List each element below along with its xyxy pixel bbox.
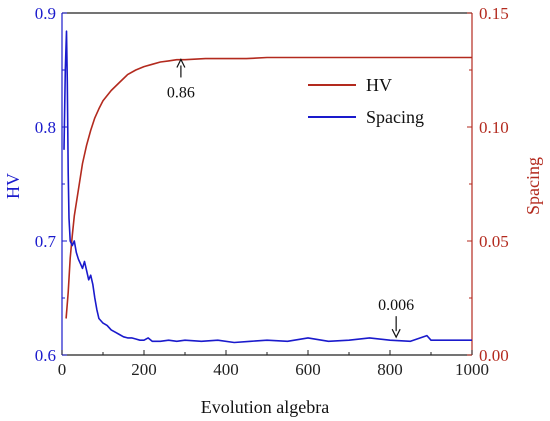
legend-hv-label: HV (366, 75, 392, 95)
x-tick-label: 800 (377, 360, 403, 379)
y-right-tick-label: 0.10 (479, 118, 509, 137)
x-tick-label: 0 (58, 360, 67, 379)
series-layer (63, 30, 472, 344)
x-tick-label: 1000 (455, 360, 489, 379)
y-axis-label-left: HV (3, 173, 23, 199)
legend: HV Spacing (308, 75, 424, 127)
y-left-tick-label: 0.9 (35, 4, 56, 23)
y-right-tick-label: 0.15 (479, 4, 509, 23)
annotation-label: 0.006 (378, 297, 414, 314)
x-tick-label: 200 (131, 360, 157, 379)
annotation-arrow-head (391, 328, 401, 339)
tick-marks: 0 200 400 600 800 1000 0.6 0.7 0.8 0.9 0.00 0.05 0.1… (35, 4, 509, 379)
series-line-hv (65, 56, 472, 319)
y-right-tick-label: 0.05 (479, 232, 509, 251)
y-left-tick-label: 0.7 (35, 232, 57, 251)
annotations: 0.86 0.006 (167, 58, 414, 339)
annotation-arrow-head (176, 58, 186, 68)
y-left-tick-label: 0.6 (35, 346, 56, 365)
y-right-tick-label: 0.00 (479, 346, 509, 365)
legend-spacing-label: Spacing (366, 107, 424, 127)
y-axis-label-right: Spacing (523, 157, 543, 215)
annotation-label: 0.86 (167, 84, 195, 101)
y-left-tick-label: 0.8 (35, 118, 56, 137)
x-axis-label: Evolution algebra (201, 397, 329, 417)
x-tick-label: 600 (295, 360, 321, 379)
series-line-spacing (63, 30, 472, 344)
x-tick-label: 400 (213, 360, 239, 379)
